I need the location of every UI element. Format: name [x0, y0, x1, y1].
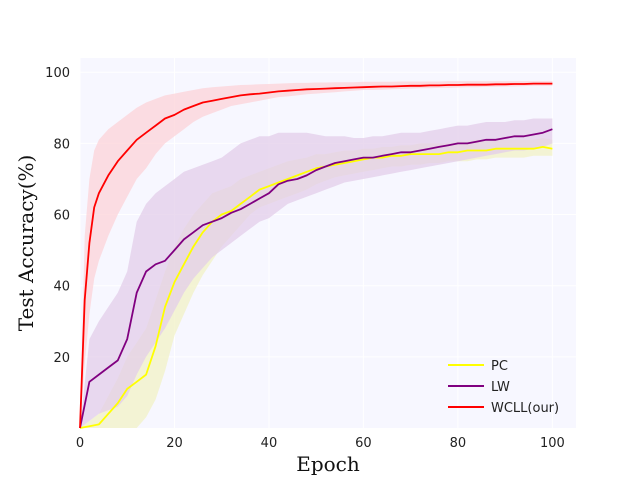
x-tick-label: 80	[450, 436, 467, 451]
x-tick-label: 20	[166, 436, 183, 451]
legend-label: LW	[491, 380, 510, 395]
y-tick-label: 100	[45, 66, 70, 81]
x-axis-label: Epoch	[296, 452, 360, 476]
series-lines	[79, 82, 553, 429]
pc-line	[79, 145, 553, 429]
y-tick-label: 20	[53, 351, 70, 366]
lw-line	[79, 128, 553, 429]
legend-label: PC	[491, 359, 508, 374]
y-axis-label: Test Accuracy(%)	[14, 155, 38, 332]
y-tick-label: 80	[53, 137, 70, 152]
y-tick-label: 40	[53, 280, 70, 295]
wcll-our-band	[80, 81, 553, 428]
x-tick-label: 100	[540, 436, 565, 451]
legend: PC LW WCLL(our)	[448, 359, 559, 416]
x-axis-ticks: 0 20 40 60 80 100	[76, 436, 565, 451]
wcll-our-line	[79, 82, 553, 429]
legend-label: WCLL(our)	[491, 401, 559, 416]
x-tick-label: 60	[355, 436, 372, 451]
lw-band	[80, 118, 553, 428]
y-tick-label: 60	[53, 209, 70, 224]
x-tick-label: 40	[261, 436, 278, 451]
x-tick-label: 0	[76, 436, 84, 451]
y-axis-ticks: 20 40 60 80 100	[45, 66, 70, 366]
confidence-bands	[80, 81, 553, 428]
